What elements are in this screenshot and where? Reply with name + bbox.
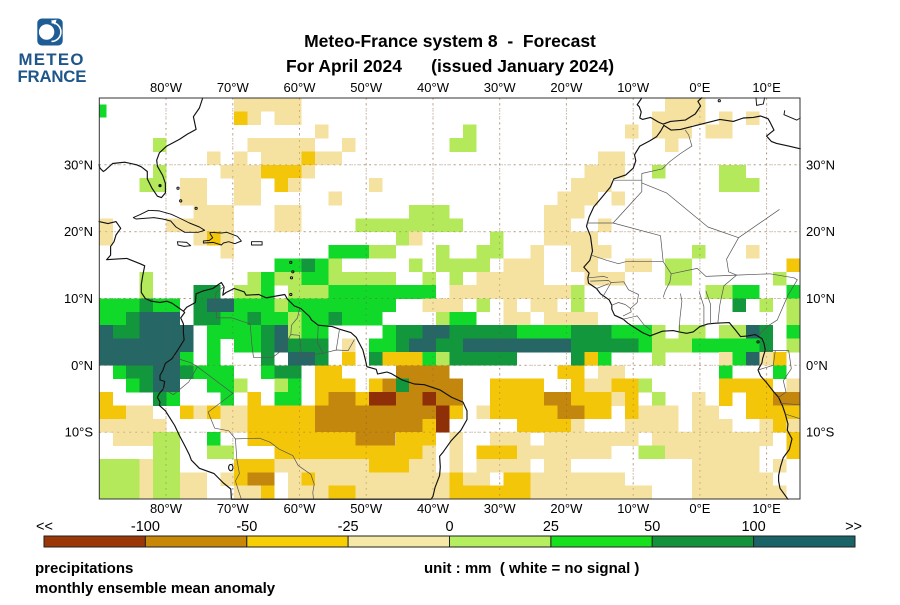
- svg-text:50°W: 50°W: [350, 501, 383, 516]
- svg-text:10°N: 10°N: [64, 291, 93, 306]
- svg-text:20°N: 20°N: [806, 224, 835, 239]
- svg-text:<<: <<: [36, 519, 53, 535]
- svg-text:0°E: 0°E: [689, 80, 710, 95]
- svg-text:30°N: 30°N: [64, 157, 93, 172]
- svg-text:10°S: 10°S: [806, 425, 835, 440]
- svg-text:10°N: 10°N: [806, 291, 835, 306]
- svg-text:70°W: 70°W: [217, 80, 250, 95]
- svg-text:0°E: 0°E: [689, 501, 710, 516]
- svg-text:70°W: 70°W: [217, 501, 250, 516]
- svg-text:80°W: 80°W: [150, 501, 183, 516]
- svg-text:-100: -100: [131, 519, 160, 535]
- svg-text:METEO: METEO: [19, 50, 85, 69]
- svg-text:0: 0: [445, 519, 453, 535]
- svg-text:Meteo-France system 8 - Fore: Meteo-France system 8 - Forecast: [304, 31, 596, 51]
- svg-text:-50: -50: [236, 519, 257, 535]
- svg-text:80°W: 80°W: [150, 80, 183, 95]
- svg-text:10°W: 10°W: [617, 80, 650, 95]
- svg-text:100: 100: [741, 519, 765, 535]
- svg-text:30°N: 30°N: [806, 157, 835, 172]
- svg-text:0°N: 0°N: [806, 358, 828, 373]
- svg-text:0°N: 0°N: [71, 358, 93, 373]
- svg-text:60°W: 60°W: [284, 80, 317, 95]
- svg-text:25: 25: [543, 519, 559, 535]
- svg-text:10°S: 10°S: [65, 425, 94, 440]
- svg-text:40°W: 40°W: [417, 80, 450, 95]
- svg-text:50: 50: [644, 519, 660, 535]
- svg-text:60°W: 60°W: [284, 501, 317, 516]
- svg-text:For April 2024 (issued Ja: For April 2024 (issued January 2024): [286, 56, 614, 76]
- svg-text:-25: -25: [338, 519, 359, 535]
- svg-text:precipitations: precipitations: [35, 560, 133, 577]
- svg-text:40°W: 40°W: [417, 501, 450, 516]
- svg-text:FRANCE: FRANCE: [18, 67, 87, 86]
- svg-text:20°W: 20°W: [550, 80, 583, 95]
- svg-text:unit : mm ( white = no signal: unit : mm ( white = no signal ): [424, 560, 639, 577]
- svg-text:50°W: 50°W: [350, 80, 383, 95]
- svg-text:10°E: 10°E: [752, 501, 781, 516]
- svg-text:10°E: 10°E: [752, 80, 781, 95]
- svg-text:>>: >>: [845, 519, 862, 535]
- svg-text:monthly ensemble mean anomaly: monthly ensemble mean anomaly: [35, 580, 276, 597]
- svg-text:30°W: 30°W: [484, 501, 517, 516]
- svg-text:20°N: 20°N: [64, 224, 93, 239]
- svg-text:20°W: 20°W: [550, 501, 583, 516]
- svg-text:10°W: 10°W: [617, 501, 650, 516]
- svg-text:30°W: 30°W: [484, 80, 517, 95]
